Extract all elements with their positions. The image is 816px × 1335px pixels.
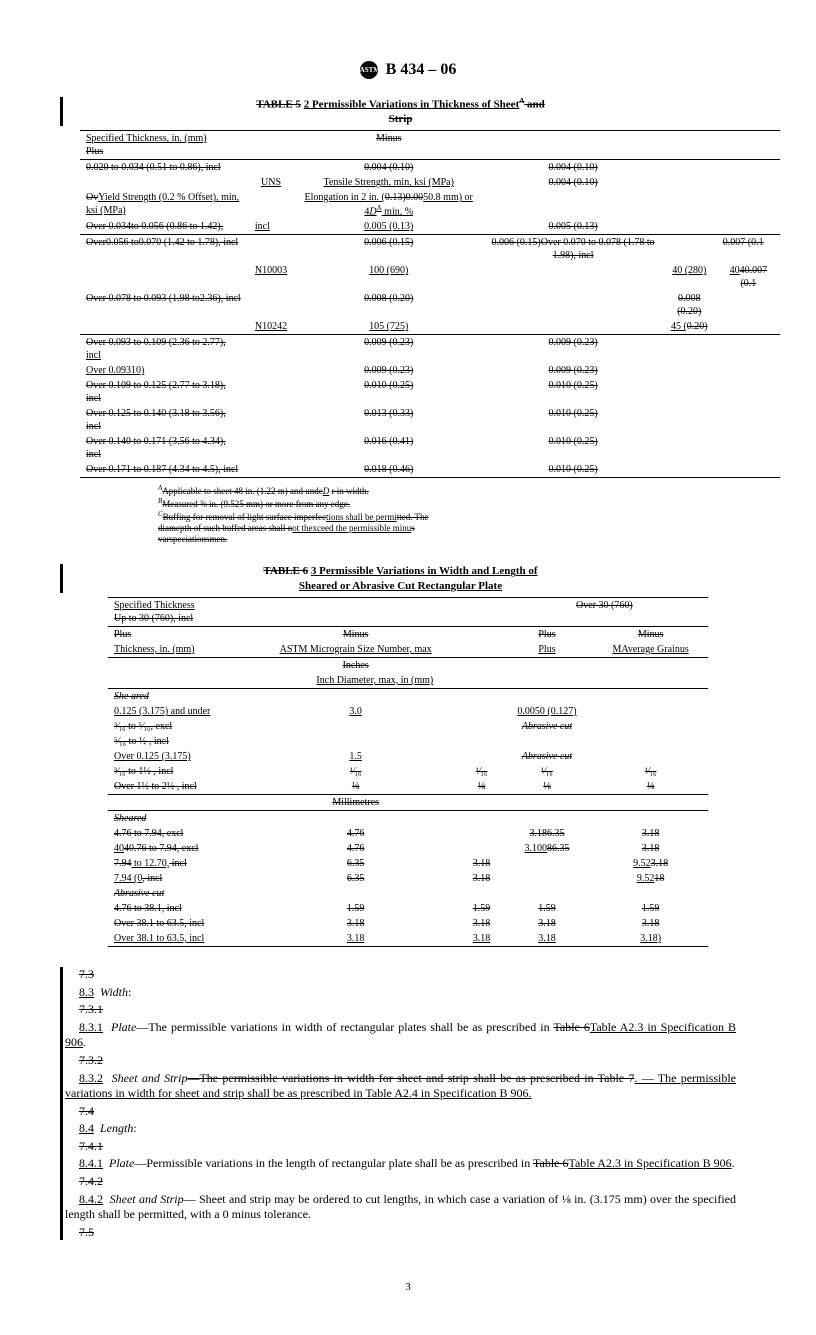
table-row: 0.020 to 0.034 (0.51 to 0.86), incl xyxy=(80,160,293,176)
body-text: 7.3 8.3 Width: 7.3.1 8.3.1 Plate—The per… xyxy=(80,967,736,1241)
page-number: 3 xyxy=(80,1280,736,1294)
table6-title: TABLE 6 3 Permissible Variations in Widt… xyxy=(65,564,736,593)
astm-logo-icon: ASTM xyxy=(360,61,378,79)
table-row: 0.125 (3.175) and under xyxy=(108,704,249,719)
table5-footnotes: AApplicable to sheet 48 in. (1.22 m) and… xyxy=(158,484,658,544)
designation: B 434 – 06 xyxy=(386,61,457,78)
table5: Specified Thickness, in. (mm)Plus Minus … xyxy=(80,130,780,478)
table6: Specified ThicknessUp to 30 (760), incl … xyxy=(108,597,708,947)
page-header: ASTM B 434 – 06 xyxy=(80,60,736,81)
table5-title: TABLE 5 2 Permissible Variations in Thic… xyxy=(65,97,736,126)
col-header: Specified Thickness, in. (mm) xyxy=(86,133,207,144)
